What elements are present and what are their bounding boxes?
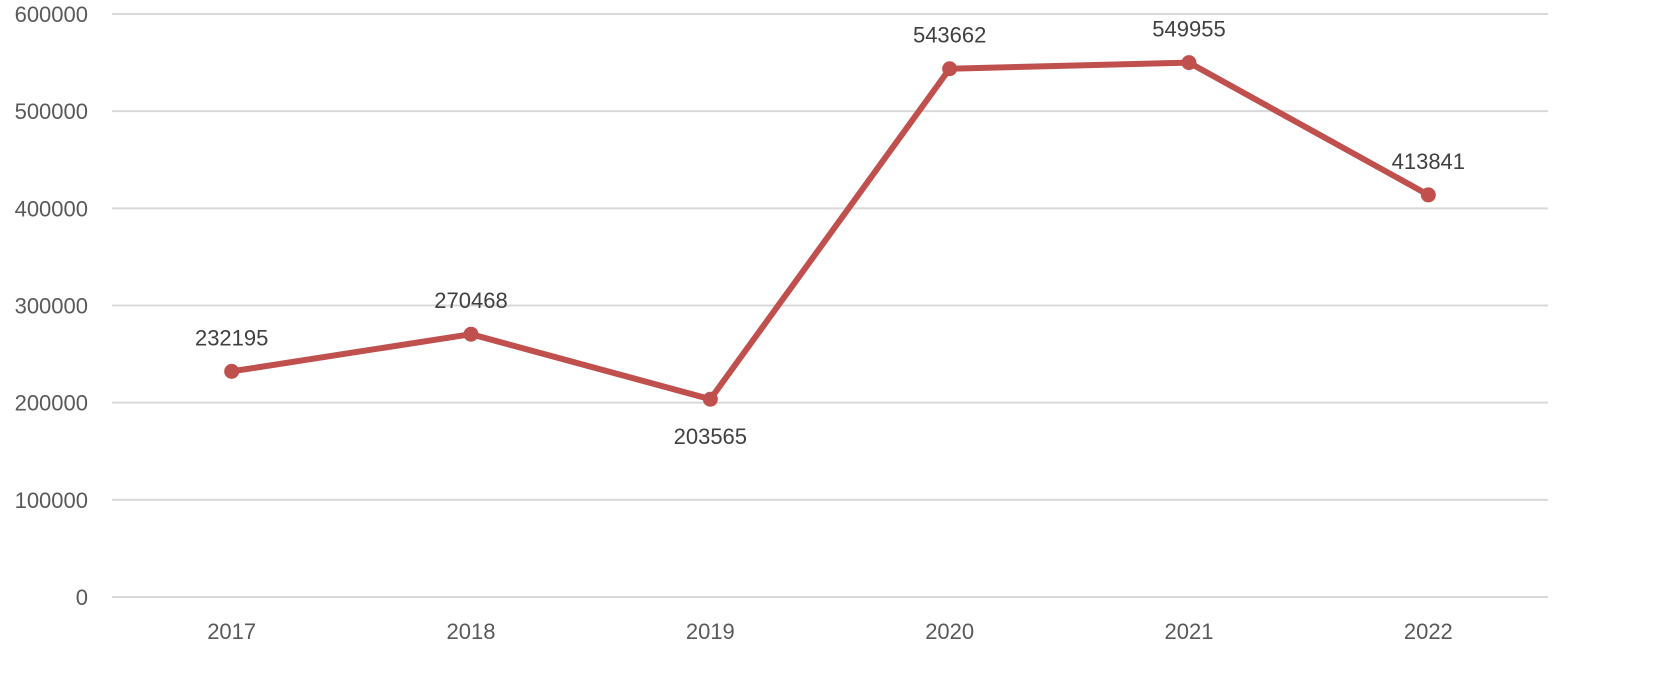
series-line-group (228, 59, 1432, 403)
data-points (224, 55, 1436, 407)
y-tick-label: 600000 (15, 2, 88, 27)
y-tick-label: 200000 (15, 391, 88, 416)
data-labels: 232195 270468 203565 543662 549955 413841 (195, 17, 1465, 450)
data-label: 232195 (195, 325, 268, 350)
data-point (463, 326, 479, 342)
data-label: 543662 (913, 23, 986, 48)
y-tick-label: 100000 (15, 488, 88, 513)
data-point (1420, 187, 1436, 203)
series-line (228, 59, 1432, 403)
y-tick-label: 500000 (15, 99, 88, 124)
x-tick-label: 2021 (1165, 619, 1214, 644)
x-axis-tick-labels: 2017 2018 2019 2020 2021 2022 (207, 619, 1453, 644)
y-tick-label: 400000 (15, 196, 88, 221)
x-tick-label: 2022 (1404, 619, 1453, 644)
y-tick-label: 300000 (15, 294, 88, 319)
data-label: 413841 (1392, 149, 1465, 174)
y-tick-label: 0 (76, 585, 88, 610)
data-label: 203565 (674, 424, 747, 449)
y-axis-tick-labels: 0 100000 200000 300000 400000 500000 600000 (15, 2, 88, 610)
data-point (1181, 55, 1197, 71)
data-point (702, 391, 718, 407)
x-tick-label: 2019 (686, 619, 735, 644)
gridlines (112, 13, 1548, 598)
data-label: 270468 (434, 288, 507, 313)
x-tick-label: 2017 (207, 619, 256, 644)
data-label: 549955 (1152, 17, 1225, 42)
data-point (224, 363, 240, 379)
data-point (942, 61, 958, 77)
x-tick-label: 2020 (925, 619, 974, 644)
x-tick-label: 2018 (447, 619, 496, 644)
